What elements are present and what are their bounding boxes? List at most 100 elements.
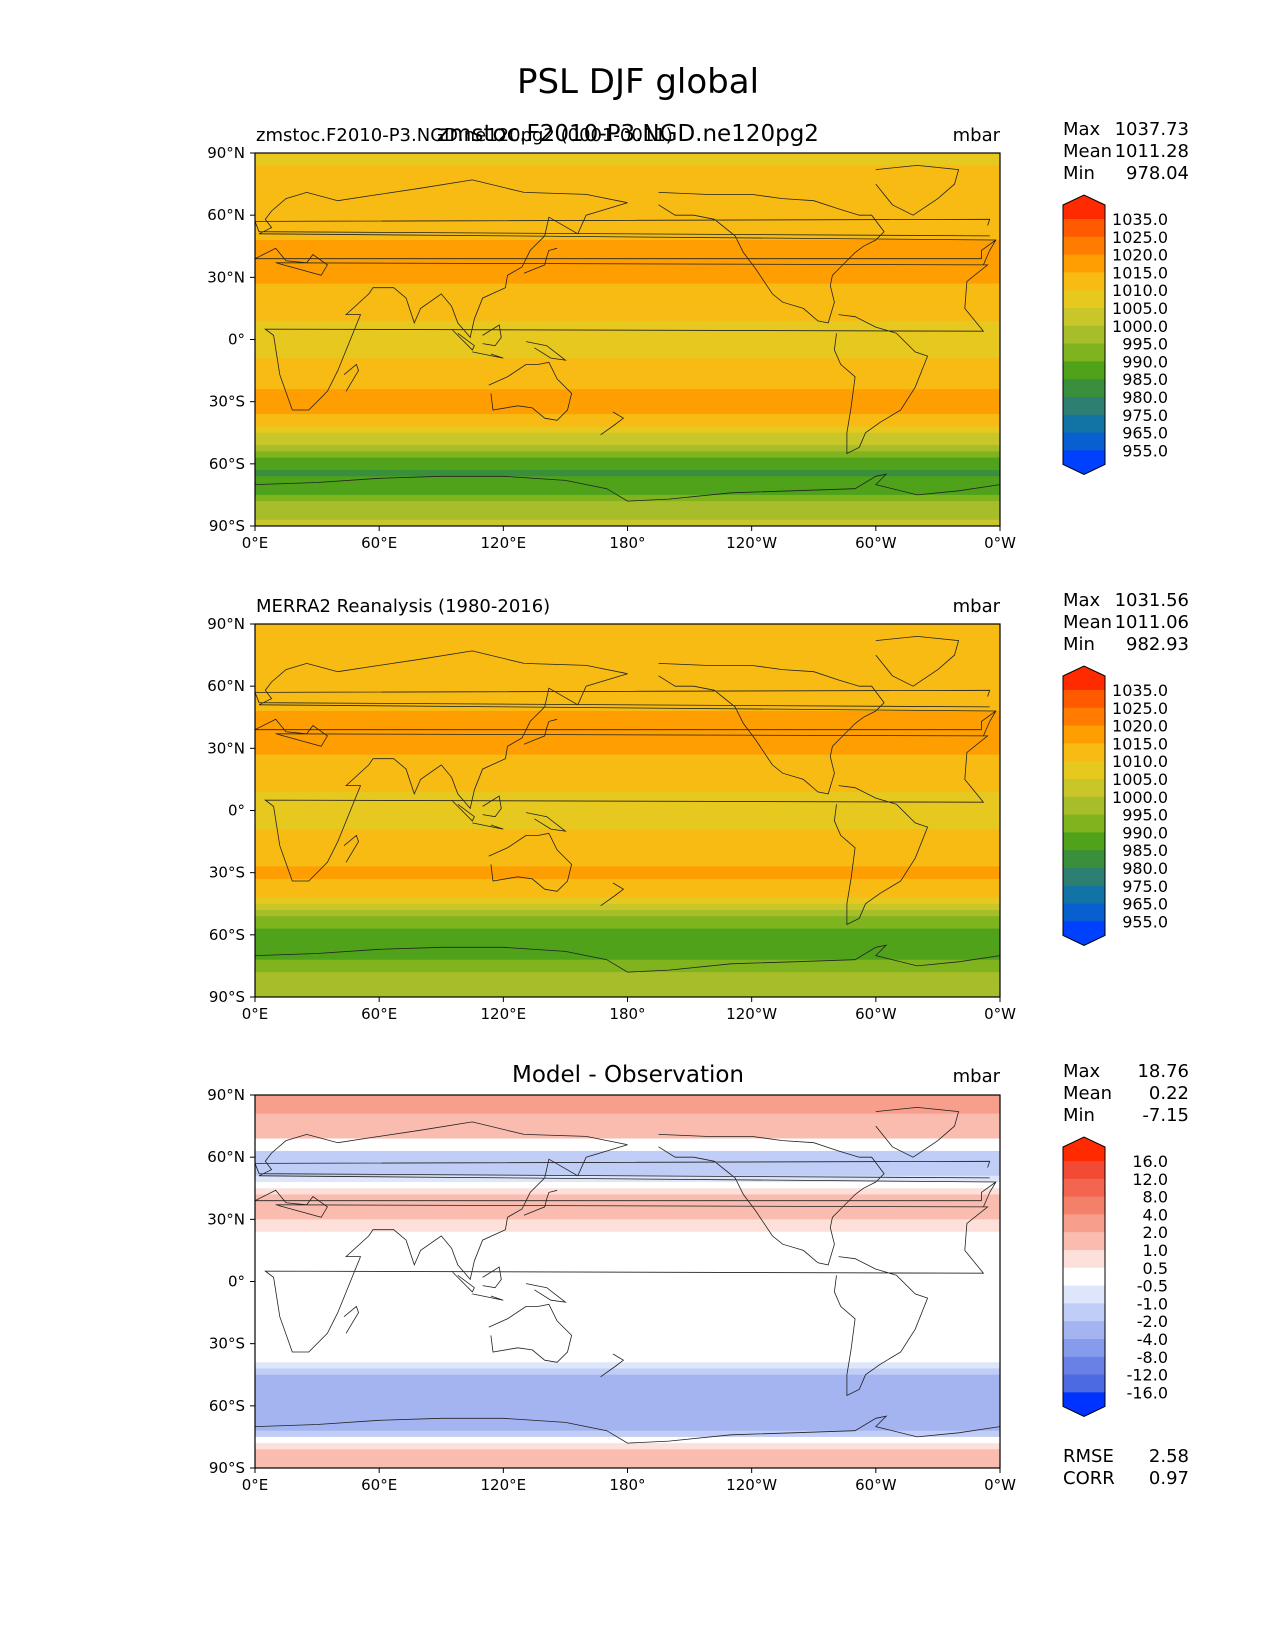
heatmap-band	[255, 426, 1000, 434]
heatmap-band	[255, 1349, 1000, 1357]
heatmap-band	[255, 1188, 1000, 1196]
heatmap-band	[255, 754, 1000, 762]
heatmap-band	[255, 283, 1000, 291]
stat-min-value: -7.15	[1142, 1105, 1189, 1126]
colorbar-segment	[1063, 779, 1105, 798]
colorbar-tick-label: 965.0	[1122, 424, 1168, 443]
x-tick-label: 180°	[609, 1476, 645, 1494]
heatmap-band	[255, 227, 1000, 235]
x-tick-label: 180°	[609, 534, 645, 552]
colorbar-tick-label: 990.0	[1122, 352, 1168, 371]
colorbar-segment	[1063, 343, 1105, 362]
heatmap-band	[255, 1101, 1000, 1109]
y-tick-label: 60°S	[209, 926, 245, 944]
colorbar-tick-label: 965.0	[1122, 895, 1168, 914]
colorbar-tick-label: 1015.0	[1112, 263, 1168, 282]
colorbar-tick-label: 1015.0	[1112, 734, 1168, 753]
heatmap-band	[255, 686, 1000, 693]
panel-title-center: Model - Observation	[512, 1062, 744, 1088]
heatmap-band	[255, 909, 1000, 917]
heatmap-band	[255, 692, 1000, 700]
heatmap-band	[255, 1337, 1000, 1345]
y-tick-label: 0°	[228, 802, 245, 820]
coastline-path	[255, 1106, 1000, 1444]
heatmap-band	[255, 642, 1000, 650]
stat-min-label: Min	[1063, 1105, 1095, 1126]
colorbar-segment	[1063, 414, 1105, 434]
heatmap-band	[255, 1107, 1000, 1115]
x-tick-label: 120°E	[481, 1476, 527, 1494]
x-tick-label: 0°W	[984, 1005, 1016, 1023]
colorbar-segment	[1063, 1232, 1105, 1251]
heatmap-band	[255, 934, 1000, 942]
colorbar-tick-label: 1000.0	[1112, 317, 1168, 336]
heatmap-band	[255, 785, 1000, 793]
panel-units: mbar	[953, 125, 1001, 146]
heatmap-band	[255, 1325, 1000, 1332]
heatmap-band	[255, 177, 1000, 185]
heatmap-band	[255, 804, 1000, 812]
colorbar-segment	[1063, 690, 1105, 709]
heatmap-band	[255, 1412, 1000, 1419]
y-tick-label: 30°N	[207, 1210, 245, 1228]
colorbar-tick-label: 1020.0	[1112, 246, 1168, 265]
heatmap-band	[255, 661, 1000, 669]
colorbar-tick-label: 1000.0	[1112, 788, 1168, 807]
heatmap-band	[255, 221, 1000, 229]
heatmap-band	[255, 1225, 1000, 1233]
colorbar-tick-label: -16.0	[1127, 1383, 1168, 1402]
heatmap-band	[255, 501, 1000, 508]
heatmap-band	[255, 295, 1000, 303]
colorbar-tick-label: 1010.0	[1112, 752, 1168, 771]
colorbar-tick-label: 1020.0	[1112, 717, 1168, 736]
colorbar-segment	[1063, 290, 1105, 309]
heatmap-band	[255, 389, 1000, 397]
colorbar-tick-label: 975.0	[1122, 877, 1168, 896]
colorbar-extend-top	[1063, 1137, 1105, 1161]
y-tick-label: 30°S	[209, 393, 245, 411]
heatmap-band	[255, 463, 1000, 471]
coastlines	[255, 1106, 1000, 1444]
heatmap-band	[255, 1455, 1000, 1463]
colorbar-tick-label: 1005.0	[1112, 299, 1168, 318]
colorbar-segment	[1063, 254, 1105, 273]
heatmap-band	[255, 345, 1000, 353]
heatmap-band	[255, 1461, 1000, 1468]
colorbar-segment	[1063, 379, 1105, 398]
coastlines	[255, 164, 1000, 502]
heatmap-band	[255, 735, 1000, 743]
heatmap-band	[255, 190, 1000, 198]
stat-mean-label: Mean	[1063, 1083, 1112, 1104]
heatmap-band	[255, 271, 1000, 278]
heatmap-band	[255, 1293, 1000, 1301]
heatmap-band	[255, 351, 1000, 359]
colorbar-tick-label: 980.0	[1122, 859, 1168, 878]
coastline-path	[255, 635, 1000, 973]
colorbar-segment	[1063, 1321, 1105, 1340]
heatmap-band	[255, 1250, 1000, 1258]
heatmap-band	[255, 240, 1000, 247]
heatmap-band	[255, 320, 1000, 328]
heatmap-band	[255, 1113, 1000, 1121]
colorbar-tick-label: -0.5	[1137, 1277, 1168, 1296]
heatmap-band	[255, 816, 1000, 824]
panel-title-center: zmstoc.F2010-P3.NGD.ne120pg2	[437, 121, 819, 147]
colorbar-tick-label: 985.0	[1122, 841, 1168, 860]
heatmap-band	[255, 159, 1000, 167]
colorbar-tick-label: 1005.0	[1112, 770, 1168, 789]
colorbar-segment	[1063, 1303, 1105, 1322]
heatmap-band	[255, 1318, 1000, 1326]
stat-max-value: 1031.56	[1115, 590, 1189, 611]
heatmap-band	[255, 947, 1000, 955]
colorbar-segment	[1063, 397, 1105, 416]
heatmap-band	[255, 476, 1000, 484]
colorbar-extend-bottom	[1063, 450, 1105, 475]
heatmap-band	[255, 885, 1000, 892]
x-tick-label: 60°E	[361, 1476, 397, 1494]
heatmap-band	[255, 1368, 1000, 1376]
colorbar-segment	[1063, 432, 1105, 451]
colorbar-segment	[1063, 761, 1105, 780]
colorbar-tick-label: 12.0	[1132, 1170, 1168, 1189]
x-tick-label: 60°W	[855, 1476, 897, 1494]
heatmap-band	[255, 252, 1000, 260]
